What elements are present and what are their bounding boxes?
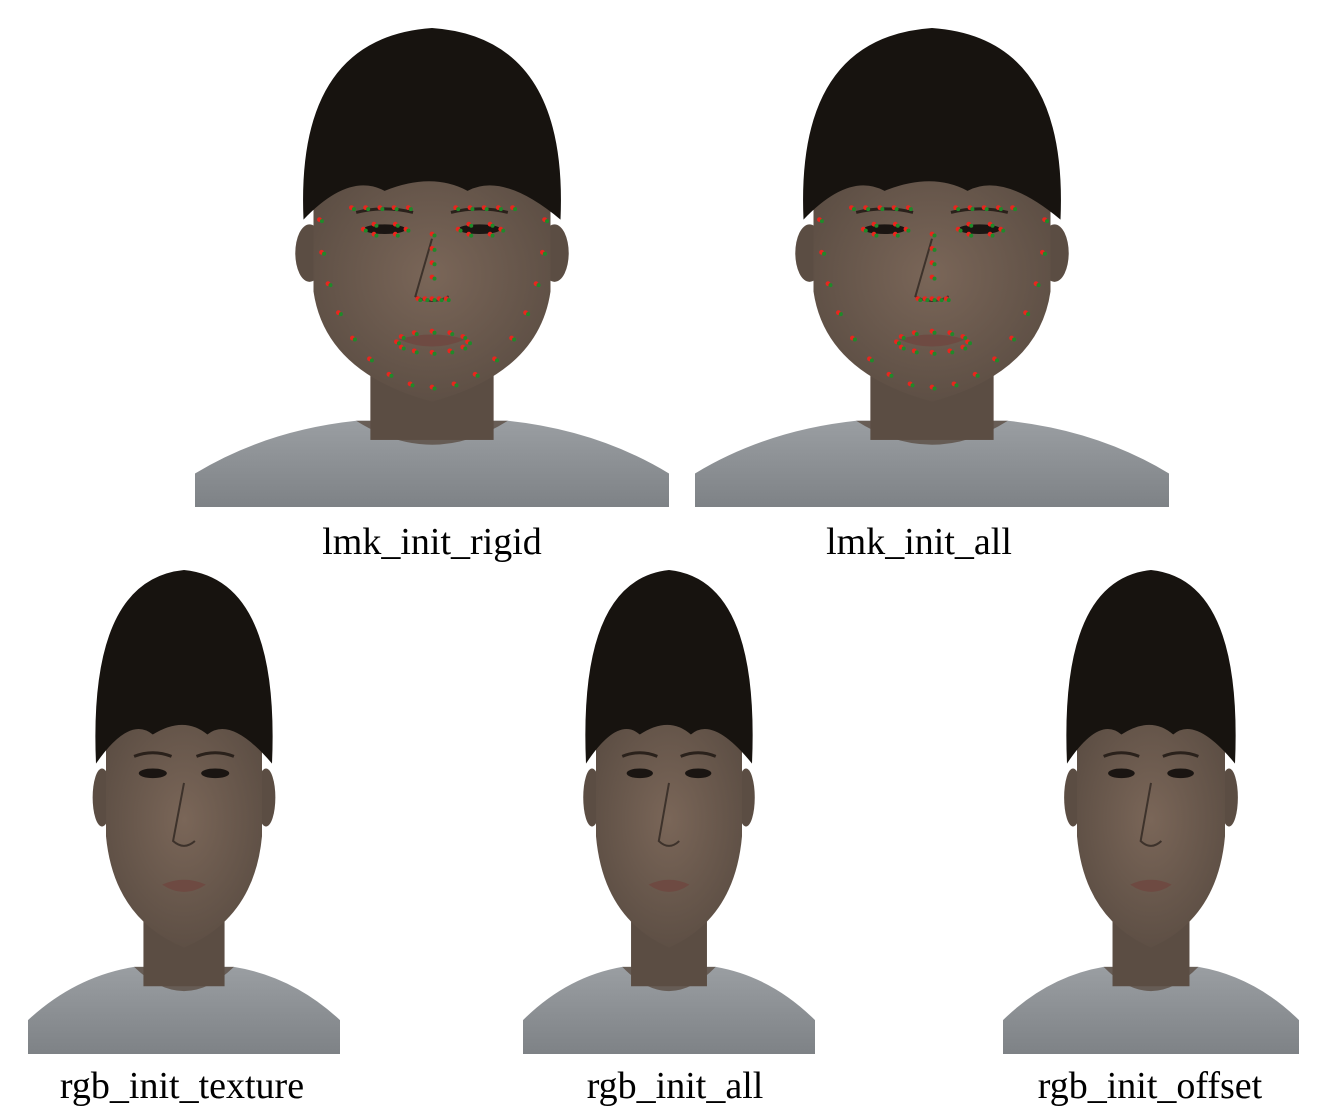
lmk-init-rigid-image	[195, 28, 669, 507]
rgb-init-offset-caption: rgb_init_offset	[1037, 1065, 1263, 1107]
lmk-init-all-caption: lmk_init_all	[826, 521, 1012, 563]
rgb-init-offset-image	[1003, 570, 1299, 1054]
rgb-init-all-caption: rgb_init_all	[586, 1065, 764, 1107]
lmk-init-rigid-caption: lmk_init_rigid	[322, 521, 542, 563]
rgb-init-texture-caption: rgb_init_texture	[59, 1065, 305, 1107]
rgb-init-all-image	[523, 570, 815, 1054]
rgb-init-texture-image	[28, 570, 340, 1054]
lmk-init-all-image	[695, 28, 1169, 507]
